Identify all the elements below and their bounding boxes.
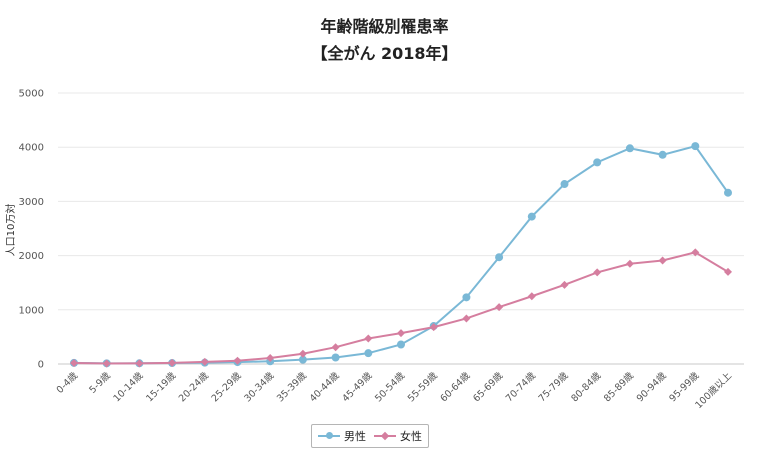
x-tick-label: 50-54歳 [372,369,407,404]
data-point[interactable] [527,292,536,301]
diamond-marker-icon [380,431,390,441]
data-point[interactable] [495,253,504,262]
data-point[interactable] [397,329,405,338]
legend-item[interactable]: 男性 [318,428,366,444]
x-tick-label: 5-9歳 [87,369,114,396]
line-chart: 0 1000 2000 3000 4000 5000 0-4歳 5-9歳10-14歳15-1… [4,89,744,411]
data-point[interactable] [364,349,373,358]
x-tick-label: 35-39歳 [274,369,309,404]
data-point[interactable] [429,323,438,332]
chart-subtitle: 【全がん 2018年】 [311,44,458,63]
y-tick-label: 3000 [19,197,44,208]
grid-lines [58,92,744,365]
data-point[interactable] [658,150,667,159]
data-point[interactable] [560,180,569,189]
data-point[interactable] [397,340,405,349]
y-tick-label: 0 [38,360,44,371]
x-tick-label: 90-94歳 [634,369,669,404]
circle-marker-icon [326,432,333,439]
data-point[interactable] [625,259,634,268]
data-point[interactable] [527,212,536,221]
data-point[interactable] [135,359,144,368]
x-tick-label: 80-84歳 [569,369,604,404]
legend: 男性 女性 [311,424,429,448]
data-point[interactable] [298,349,307,358]
data-point[interactable] [495,303,504,312]
series-group [70,142,732,368]
chart-title: 年齢階級別罹患率 [320,17,449,36]
x-tick-label: 100歳以上 [693,369,735,411]
data-point[interactable] [331,343,340,352]
y-tick-label: 2000 [19,251,44,262]
y-axis-label: 人口10万対 [4,204,17,257]
x-tick-label: 85-89歳 [601,369,636,404]
y-tick-label: 4000 [19,143,44,154]
data-point[interactable] [200,357,209,366]
series-female [70,248,732,368]
data-point[interactable] [233,356,242,365]
x-tick-label: 40-44歳 [307,369,342,404]
data-point[interactable] [691,248,700,257]
y-tick-labels: 0 1000 2000 3000 4000 5000 [19,89,44,371]
data-point[interactable] [462,314,471,323]
data-point[interactable] [625,144,634,153]
data-point[interactable] [331,353,340,362]
data-point[interactable] [364,334,373,343]
x-tick-label: 45-49歳 [340,369,375,404]
y-tick-label: 1000 [19,305,44,316]
legend-line-icon [374,431,396,441]
y-tick-label: 5000 [19,89,44,100]
data-point[interactable] [658,256,667,265]
x-tick-label: 15-19歳 [143,369,178,404]
x-tick-label: 0-4歳 [54,369,81,396]
legend-label: 女性 [400,430,422,443]
x-tick-label: 60-64歳 [438,369,473,404]
data-point[interactable] [266,354,275,363]
data-point[interactable] [560,280,569,289]
data-point[interactable] [691,142,700,151]
x-tick-label: 65-69歳 [470,369,505,404]
x-tick-label: 25-29歳 [209,369,244,404]
data-point[interactable] [168,358,177,367]
x-tick-labels: 0-4歳 5-9歳10-14歳15-19歳20-24歳25-29歳30-34歳35… [54,369,735,411]
legend-line-icon [318,432,340,439]
legend-label: 男性 [344,430,366,443]
legend-item[interactable]: 女性 [374,428,422,444]
x-tick-label: 10-14歳 [111,369,146,404]
x-tick-label: 55-59歳 [405,369,440,404]
data-point[interactable] [593,268,602,277]
data-point[interactable] [593,158,602,167]
data-point[interactable] [724,188,732,197]
x-tick-label: 20-24歳 [176,369,211,404]
data-point[interactable] [102,359,111,368]
x-tick-label: 70-74歳 [503,369,538,404]
data-point[interactable] [70,359,78,368]
data-point[interactable] [298,355,307,364]
x-tick-label: 75-79歳 [536,369,571,404]
data-point[interactable] [724,267,732,276]
x-tick-label: 30-34歳 [242,369,277,404]
data-point[interactable] [462,293,471,302]
